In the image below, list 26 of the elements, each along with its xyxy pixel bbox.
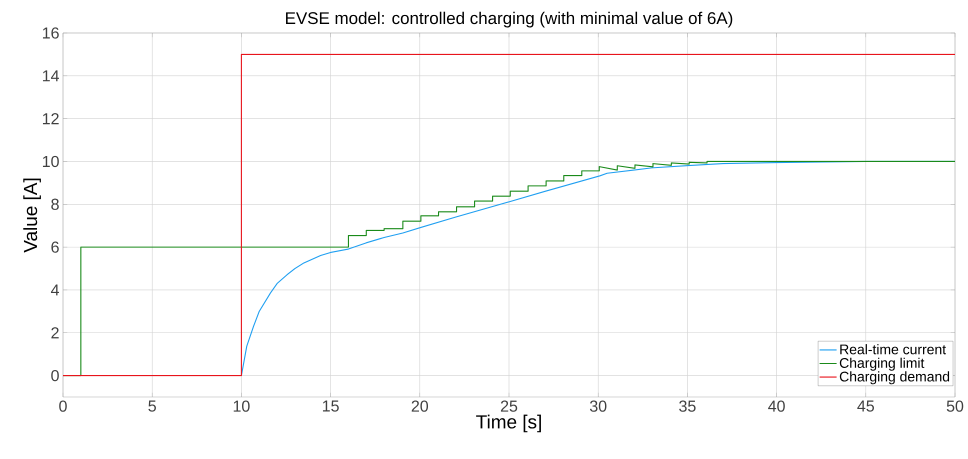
y-axis-title: Value [A] (23, 178, 41, 253)
y-tick-label: 12 (42, 113, 59, 124)
x-tick-label: 20 (412, 400, 428, 412)
legend-label: Charging limit (840, 358, 924, 371)
y-tick-label: 8 (51, 198, 59, 210)
x-axis-title: Time [s] (476, 414, 541, 432)
x-tick-label: 25 (500, 400, 518, 412)
y-tick-label: 10 (42, 156, 59, 168)
x-tick-label: 5 (148, 400, 156, 412)
x-tick-label: 15 (322, 400, 339, 412)
x-tick-label: 35 (679, 400, 696, 412)
x-tick-label: 45 (857, 400, 874, 412)
y-tick-label: 16 (42, 27, 59, 39)
y-tick-label: 2 (51, 327, 59, 338)
y-tick-label: 14 (42, 70, 60, 82)
legend-label: Real-time current (840, 344, 946, 354)
x-tick-label: 0 (59, 400, 67, 412)
y-tick-label: 4 (50, 284, 60, 296)
x-tick-label: 30 (590, 400, 606, 412)
legend-label: Charging demand (840, 371, 950, 384)
x-tick-label: 50 (946, 400, 964, 412)
x-tick-label: 40 (768, 400, 785, 412)
y-tick-label: 0 (51, 370, 59, 382)
x-tick-label: 10 (234, 400, 250, 412)
y-tick-label: 6 (51, 241, 59, 253)
chart-title: EVSE model: controlled charging (with minimal value of 6A) (286, 12, 732, 28)
